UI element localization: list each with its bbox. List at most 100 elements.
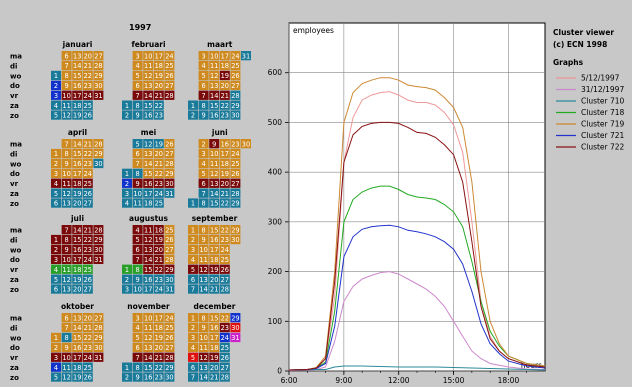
day-cell bbox=[188, 372, 198, 382]
day-cell bbox=[198, 188, 209, 198]
day-cell bbox=[143, 234, 154, 245]
day-cell bbox=[51, 178, 61, 188]
day-number: 17 bbox=[210, 334, 218, 342]
day-cell bbox=[164, 244, 175, 255]
day-number: 15 bbox=[73, 72, 81, 80]
day-cell bbox=[153, 100, 164, 110]
day-cell bbox=[61, 139, 72, 149]
weekday-label: ma bbox=[10, 141, 22, 149]
y-tick-label: 100 bbox=[268, 317, 283, 326]
day-number: 28 bbox=[94, 324, 102, 332]
day-number: 5 bbox=[201, 72, 205, 80]
day-cell bbox=[198, 100, 209, 110]
day-cell bbox=[72, 100, 83, 110]
day-cell bbox=[122, 198, 132, 208]
day-cell bbox=[143, 110, 154, 120]
day-number: 13 bbox=[199, 364, 207, 372]
day-cell bbox=[61, 362, 72, 372]
day-cell bbox=[51, 332, 61, 343]
day-number: 15 bbox=[73, 334, 81, 342]
y-tick-label: 200 bbox=[268, 267, 283, 276]
day-number: 29 bbox=[231, 200, 239, 208]
legend-label: 31/12/1997 bbox=[581, 85, 624, 94]
day-cell bbox=[230, 234, 241, 245]
day-cell bbox=[132, 274, 143, 284]
day-cell bbox=[219, 198, 230, 208]
day-cell bbox=[72, 188, 83, 198]
day-cell bbox=[209, 148, 220, 159]
day-number: 14 bbox=[210, 92, 218, 100]
day-cell bbox=[132, 322, 143, 333]
day-cell bbox=[61, 51, 72, 61]
day-number: 17 bbox=[155, 314, 163, 322]
day-number: 13 bbox=[73, 314, 81, 322]
day-number: 26 bbox=[165, 236, 173, 244]
day-cell bbox=[153, 342, 164, 352]
day-number: 6 bbox=[135, 246, 139, 254]
day-number: 27 bbox=[84, 286, 92, 294]
day-number: 13 bbox=[199, 276, 207, 284]
day-cell bbox=[72, 362, 83, 372]
day-number: 5 bbox=[135, 72, 139, 80]
day-number: 17 bbox=[221, 150, 229, 158]
day-cell bbox=[72, 372, 83, 382]
day-number: 15 bbox=[210, 102, 218, 110]
day-cell bbox=[164, 332, 175, 343]
day-number: 13 bbox=[62, 200, 70, 208]
day-cell bbox=[132, 80, 143, 90]
day-cell bbox=[209, 139, 220, 149]
day-cell bbox=[209, 51, 220, 61]
day-number: 9 bbox=[64, 160, 68, 168]
day-cell bbox=[188, 342, 198, 352]
day-cell bbox=[132, 313, 143, 323]
day-number: 16 bbox=[221, 140, 229, 148]
day-cell bbox=[143, 148, 154, 159]
day-number: 9 bbox=[201, 236, 205, 244]
day-number: 18 bbox=[210, 256, 218, 264]
day-number: 20 bbox=[155, 82, 163, 90]
day-number: 20 bbox=[73, 286, 81, 294]
day-number: 23 bbox=[84, 344, 92, 352]
day-number: 7 bbox=[64, 62, 68, 70]
day-cell bbox=[61, 90, 72, 100]
day-cell bbox=[82, 274, 93, 284]
day-number: 21 bbox=[84, 324, 92, 332]
day-number: 7 bbox=[191, 374, 195, 382]
day-number: 31 bbox=[94, 92, 102, 100]
day-number: 27 bbox=[165, 150, 173, 158]
series-line bbox=[288, 121, 546, 371]
day-cell bbox=[198, 372, 209, 382]
day-number: 31 bbox=[231, 334, 239, 342]
series-line bbox=[288, 271, 546, 371]
day-cell bbox=[153, 234, 164, 245]
weekday-label: ma bbox=[10, 315, 22, 323]
day-cell bbox=[93, 322, 104, 333]
calendar-year-title: 1997 bbox=[129, 23, 152, 32]
day-number: 11 bbox=[210, 62, 218, 70]
day-cell bbox=[143, 322, 154, 333]
day-number: 17 bbox=[73, 92, 81, 100]
day-cell bbox=[61, 322, 72, 333]
day-number: 25 bbox=[221, 256, 229, 264]
day-cell bbox=[219, 332, 230, 343]
day-cell bbox=[164, 264, 175, 274]
day-cell bbox=[209, 254, 220, 264]
day-cell bbox=[72, 342, 83, 352]
day-number: 3 bbox=[54, 354, 58, 362]
day-number: 6 bbox=[135, 344, 139, 352]
day-number: 4 bbox=[54, 180, 58, 188]
day-number: 13 bbox=[144, 82, 152, 90]
day-number: 25 bbox=[84, 102, 92, 110]
day-number: 10 bbox=[210, 52, 218, 60]
day-number: 20 bbox=[155, 150, 163, 158]
day-number: 27 bbox=[165, 246, 173, 254]
day-cell bbox=[164, 188, 175, 198]
x-tick-label: 6:00 bbox=[281, 376, 298, 385]
day-number: 27 bbox=[231, 82, 239, 90]
day-number: 14 bbox=[144, 92, 152, 100]
day-cell bbox=[143, 198, 154, 208]
day-cell bbox=[164, 284, 175, 294]
day-cell bbox=[82, 51, 93, 61]
weekday-label: do bbox=[10, 344, 20, 352]
day-cell bbox=[188, 234, 198, 245]
